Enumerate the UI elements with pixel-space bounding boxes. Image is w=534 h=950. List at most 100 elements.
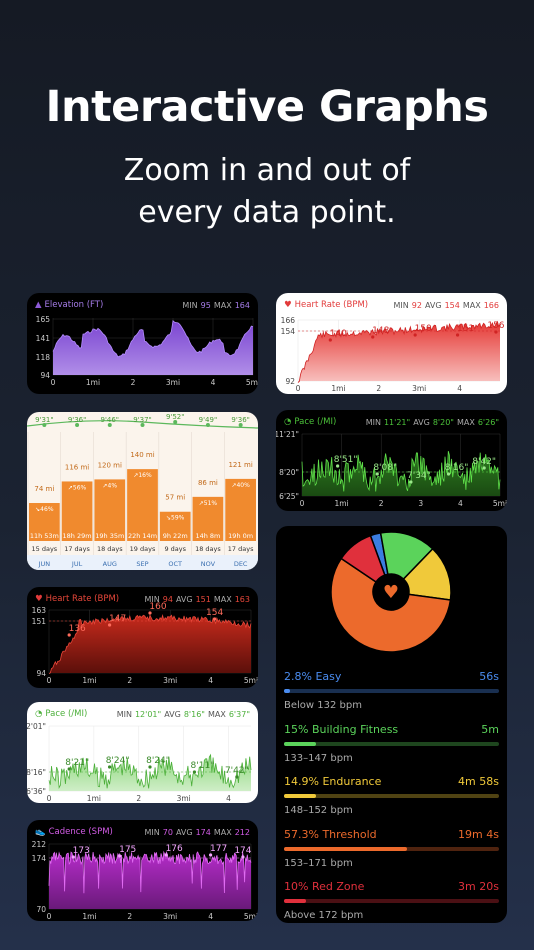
x-tick-label: 0: [47, 912, 52, 921]
zone-range: Above 172 bpm: [284, 910, 364, 921]
data-point: [494, 330, 498, 334]
heart-rate-zones-card[interactable]: ♥ 2.8% Easy 56s Below 132 bpm 15% Building…: [276, 526, 507, 923]
x-tick-label: 5mi: [493, 499, 507, 508]
zone-item[interactable]: 10% Red Zone 3m 20s Above 172 bpm: [284, 880, 499, 930]
x-tick-label: 3mi: [412, 384, 426, 393]
monthly-summary-card[interactable]: 9'31" 9'36" 9'46" 9'37" 9'52" 9'49" 9'36" 74 mi…: [27, 412, 258, 570]
days-label: 18 days: [97, 545, 123, 553]
zone-item[interactable]: 2.8% Easy 56s Below 132 bpm: [284, 670, 499, 720]
data-label: 175: [119, 845, 136, 855]
zone-time: 56s: [479, 670, 499, 683]
series-line: [301, 450, 501, 492]
y-tick-label: 92: [285, 377, 295, 386]
days-label: 17 days: [64, 545, 90, 553]
pace-graph-card[interactable]: ◔ Pace (/MI) MIN 11'21" AVG 8'20" MAX 6'26" 11…: [276, 410, 507, 511]
data-label: 8'24": [146, 756, 170, 766]
y-tick-label: 154: [281, 327, 296, 336]
month-bar: [192, 496, 224, 541]
zone-time: 19m 4s: [458, 827, 499, 841]
change-label: ↘46%: [35, 506, 54, 513]
zone-time: 4m 58s: [458, 775, 499, 788]
y-tick-label: 8'20": [279, 468, 299, 477]
data-label: 7'34": [407, 471, 431, 481]
data-label: 174: [234, 846, 251, 856]
pace-point: [107, 423, 112, 427]
data-point: [148, 765, 152, 769]
hero-title: Interactive Graphs: [45, 82, 489, 132]
data-label: 177: [210, 844, 227, 854]
donut-hole: [373, 574, 409, 610]
time-label: 14h 8m: [195, 532, 220, 540]
y-tick-label: 11'21": [276, 430, 299, 439]
pace-chart-2[interactable]: 12'01" 8'16" 6'36"0 1mi 2 3mi 4 8'21" 8'24" 8'24"…: [27, 702, 258, 803]
y-tick-label: 8'16": [27, 768, 46, 777]
series-area: [302, 451, 500, 496]
x-tick-label: 1mi: [87, 794, 101, 803]
stopwatch-icon: ◔: [284, 417, 292, 427]
heart-rate-chart-2[interactable]: 163 151 940 1mi 2 3mi 4 5mi 136 147 160 154: [27, 587, 258, 688]
pace-trend-line: [27, 420, 258, 429]
zone-row: 14.9% Endurance 4m 58s: [284, 775, 499, 788]
zone-label: 14.9% Endurance: [284, 775, 382, 788]
data-point: [213, 617, 217, 621]
zones-donut-chart[interactable]: ♥: [276, 526, 507, 676]
month-bar: [225, 478, 256, 541]
month-bar: [127, 469, 158, 541]
x-tick-label: 1mi: [331, 384, 345, 393]
time-label: 22h 14m: [128, 532, 157, 540]
running-shoe-icon: 👟: [35, 827, 46, 837]
heart-rate-graph-card[interactable]: ♥ Heart Rate (BPM) MIN 92 AVG 154 MAX 166 166 1…: [276, 293, 507, 394]
x-tick-label: 4: [226, 794, 231, 803]
data-label: 150: [415, 324, 432, 334]
pace-chart[interactable]: 11'21" 8'20" 6'25"0 1mi 2 3 4 5mi 8'51" 8'08" 7'34…: [276, 410, 507, 511]
month-label: DEC: [234, 560, 248, 568]
data-point: [67, 633, 71, 637]
data-label: 160: [149, 602, 166, 612]
month-label: JUL: [71, 560, 83, 568]
y-tick-label: 12'01": [27, 722, 46, 731]
zone-item[interactable]: 57.3% Threshold 19m 4s 153–171 bpm: [284, 828, 499, 878]
elevation-chart[interactable]: 165 141 118 940 1mi 2 3mi 4 5mi: [27, 293, 258, 394]
y-tick-label: 141: [36, 334, 51, 343]
distance-label: 86 mi: [198, 479, 218, 487]
x-tick-label: 0: [47, 676, 52, 685]
distance-label: 116 mi: [65, 463, 89, 471]
zone-range: Below 132 bpm: [284, 700, 362, 711]
cadence-graph-card[interactable]: 👟 Cadence (SPM) MIN 70 AVG 174 MAX 212 212 174 7…: [27, 820, 258, 921]
change-label: ↗4%: [103, 482, 118, 489]
month-axis: [27, 555, 258, 570]
data-point: [336, 464, 340, 468]
heart-rate-graph-card-2[interactable]: ♥ Heart Rate (BPM) MIN 94 AVG 151 MAX 163 163 1…: [27, 587, 258, 688]
zone-label: 2.8% Easy: [284, 670, 342, 683]
y-tick-label: 6'25": [279, 492, 299, 501]
data-label: 154: [206, 608, 223, 618]
stopwatch-icon: ◔: [35, 709, 43, 719]
distance-label: 121 mi: [228, 461, 252, 469]
x-tick-label: 3mi: [177, 794, 191, 803]
days-label: 9 days: [164, 545, 186, 553]
data-label: 176: [166, 844, 183, 854]
data-point: [455, 333, 460, 337]
y-tick-label: 6'36": [27, 787, 46, 796]
elevation-graph-card[interactable]: ▲ Elevation (FT) MIN 95 MAX 164 165 141 118 94 0…: [27, 293, 258, 394]
zone-item[interactable]: 15% Building Fitness 5m 133–147 bpm: [284, 723, 499, 773]
zone-row: 15% Building Fitness 5m: [284, 723, 499, 736]
x-tick-label: 5mi: [246, 378, 258, 387]
zone-item[interactable]: 14.9% Endurance 4m 58s 148–152 bpm: [284, 775, 499, 825]
data-label: 147: [109, 614, 126, 624]
hero-subtitle: Zoom in and out of every data point.: [123, 153, 411, 230]
data-label: 8'08": [373, 463, 397, 473]
data-point: [164, 853, 168, 857]
zone-range: 133–147 bpm: [284, 752, 353, 764]
x-tick-label: 2: [131, 378, 136, 387]
heart-rate-chart[interactable]: 166 154 920 1mi 2 3mi 4 140 148 150 151 156: [276, 293, 507, 394]
x-tick-label: 2: [376, 384, 381, 393]
change-label: ↗16%: [133, 472, 152, 479]
y-tick-label: 118: [36, 353, 51, 362]
monthly-chart[interactable]: 9'31" 9'36" 9'46" 9'37" 9'52" 9'49" 9'36" 74 mi…: [27, 412, 258, 570]
change-label: ↗56%: [68, 484, 87, 491]
cadence-chart[interactable]: 212 174 700 1mi 2 3mi 4 5mi 173 175 176 177 174: [27, 820, 258, 921]
y-tick-label: 94: [40, 371, 50, 380]
data-label: 140: [330, 329, 347, 339]
